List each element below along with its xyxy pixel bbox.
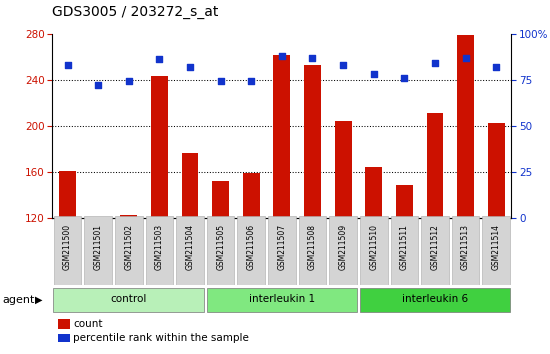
Bar bbox=[120, 215, 137, 218]
FancyBboxPatch shape bbox=[390, 216, 418, 285]
FancyBboxPatch shape bbox=[482, 216, 510, 285]
FancyBboxPatch shape bbox=[84, 216, 112, 285]
Text: GSM211513: GSM211513 bbox=[461, 224, 470, 270]
Bar bbox=[59, 171, 76, 218]
Text: GSM211512: GSM211512 bbox=[431, 224, 439, 270]
Text: ▶: ▶ bbox=[35, 295, 42, 305]
Point bbox=[185, 64, 194, 70]
Point bbox=[339, 62, 348, 68]
Bar bbox=[182, 153, 199, 218]
FancyBboxPatch shape bbox=[299, 216, 326, 285]
Point bbox=[461, 55, 470, 61]
Point bbox=[492, 64, 500, 70]
Point bbox=[216, 79, 225, 84]
Bar bbox=[151, 76, 168, 218]
Point bbox=[155, 57, 164, 62]
FancyBboxPatch shape bbox=[146, 216, 173, 285]
Text: GSM211500: GSM211500 bbox=[63, 224, 72, 270]
FancyBboxPatch shape bbox=[421, 216, 449, 285]
Point bbox=[247, 79, 256, 84]
FancyBboxPatch shape bbox=[207, 216, 234, 285]
FancyBboxPatch shape bbox=[360, 216, 388, 285]
Point bbox=[277, 53, 286, 58]
Point bbox=[63, 62, 72, 68]
Bar bbox=[457, 35, 474, 218]
Text: GSM211502: GSM211502 bbox=[124, 224, 133, 270]
Text: GDS3005 / 203272_s_at: GDS3005 / 203272_s_at bbox=[52, 5, 219, 19]
Point bbox=[94, 82, 102, 88]
Bar bbox=[427, 113, 443, 218]
Text: GSM211503: GSM211503 bbox=[155, 224, 164, 270]
Text: GSM211510: GSM211510 bbox=[369, 224, 378, 270]
Point bbox=[369, 71, 378, 77]
Text: count: count bbox=[73, 319, 103, 329]
Bar bbox=[335, 121, 351, 218]
Text: GSM211507: GSM211507 bbox=[277, 224, 287, 270]
FancyBboxPatch shape bbox=[53, 288, 204, 312]
Bar bbox=[243, 173, 260, 218]
Bar bbox=[396, 185, 412, 218]
Bar bbox=[212, 181, 229, 218]
Bar bbox=[273, 56, 290, 218]
Text: interleukin 1: interleukin 1 bbox=[249, 295, 315, 304]
Point bbox=[124, 79, 133, 84]
FancyBboxPatch shape bbox=[360, 288, 510, 312]
Text: GSM211505: GSM211505 bbox=[216, 224, 225, 270]
FancyBboxPatch shape bbox=[115, 216, 142, 285]
Text: GSM211508: GSM211508 bbox=[308, 224, 317, 270]
Bar bbox=[90, 218, 107, 219]
FancyBboxPatch shape bbox=[54, 216, 81, 285]
Text: agent: agent bbox=[3, 295, 35, 305]
Text: GSM211509: GSM211509 bbox=[339, 224, 348, 270]
Text: GSM211504: GSM211504 bbox=[185, 224, 195, 270]
Point bbox=[400, 75, 409, 81]
Bar bbox=[304, 65, 321, 218]
Point bbox=[308, 55, 317, 61]
Text: control: control bbox=[111, 295, 147, 304]
FancyBboxPatch shape bbox=[452, 216, 480, 285]
Point bbox=[431, 60, 439, 66]
Text: GSM211506: GSM211506 bbox=[247, 224, 256, 270]
Text: GSM211511: GSM211511 bbox=[400, 224, 409, 270]
FancyBboxPatch shape bbox=[238, 216, 265, 285]
Text: GSM211514: GSM211514 bbox=[492, 224, 500, 270]
Bar bbox=[365, 167, 382, 218]
Text: GSM211501: GSM211501 bbox=[94, 224, 103, 270]
Bar bbox=[488, 124, 504, 218]
FancyBboxPatch shape bbox=[329, 216, 357, 285]
Text: interleukin 6: interleukin 6 bbox=[402, 295, 468, 304]
Text: percentile rank within the sample: percentile rank within the sample bbox=[73, 333, 249, 343]
FancyBboxPatch shape bbox=[268, 216, 296, 285]
FancyBboxPatch shape bbox=[176, 216, 204, 285]
FancyBboxPatch shape bbox=[207, 288, 357, 312]
